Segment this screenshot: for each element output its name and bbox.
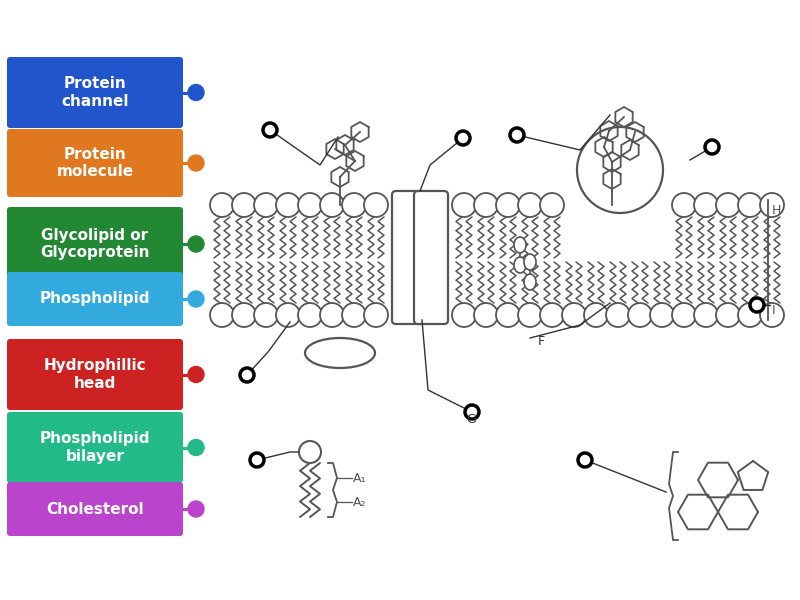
Circle shape: [188, 236, 204, 252]
FancyBboxPatch shape: [7, 129, 183, 197]
Circle shape: [320, 193, 344, 217]
Circle shape: [716, 303, 740, 327]
Circle shape: [562, 303, 586, 327]
Circle shape: [364, 193, 388, 217]
Circle shape: [342, 303, 366, 327]
Text: Phospholipid
bilayer: Phospholipid bilayer: [40, 431, 150, 464]
Circle shape: [474, 193, 498, 217]
Text: A₂: A₂: [353, 496, 366, 509]
Circle shape: [606, 303, 630, 327]
FancyBboxPatch shape: [7, 412, 183, 483]
Circle shape: [452, 303, 476, 327]
Circle shape: [188, 85, 204, 100]
Circle shape: [188, 155, 204, 171]
Circle shape: [650, 303, 674, 327]
Circle shape: [452, 193, 476, 217]
Circle shape: [672, 193, 696, 217]
Circle shape: [694, 193, 718, 217]
Circle shape: [584, 303, 608, 327]
Circle shape: [188, 439, 204, 455]
Ellipse shape: [524, 254, 536, 270]
Circle shape: [232, 193, 256, 217]
Circle shape: [456, 131, 470, 145]
Circle shape: [628, 303, 652, 327]
FancyBboxPatch shape: [7, 272, 183, 326]
Circle shape: [299, 441, 321, 463]
Circle shape: [364, 303, 388, 327]
Text: A₁: A₁: [353, 472, 366, 485]
Text: Phospholipid: Phospholipid: [40, 292, 150, 307]
Text: Cholesterol: Cholesterol: [46, 502, 144, 517]
Ellipse shape: [514, 257, 526, 273]
Text: Hydrophillic
head: Hydrophillic head: [44, 358, 146, 391]
Circle shape: [188, 367, 204, 383]
Circle shape: [240, 368, 254, 382]
FancyBboxPatch shape: [392, 191, 426, 324]
FancyBboxPatch shape: [7, 339, 183, 410]
Circle shape: [210, 193, 234, 217]
Circle shape: [496, 193, 520, 217]
Circle shape: [263, 123, 277, 137]
Circle shape: [577, 127, 663, 213]
Circle shape: [276, 303, 300, 327]
Ellipse shape: [305, 338, 375, 368]
Circle shape: [188, 501, 204, 517]
Circle shape: [716, 193, 740, 217]
Circle shape: [320, 303, 344, 327]
Circle shape: [760, 303, 784, 327]
Circle shape: [578, 453, 592, 467]
FancyBboxPatch shape: [414, 191, 448, 324]
Circle shape: [298, 303, 322, 327]
Circle shape: [518, 193, 542, 217]
Circle shape: [188, 291, 204, 307]
FancyBboxPatch shape: [7, 207, 183, 281]
Circle shape: [210, 303, 234, 327]
Ellipse shape: [514, 237, 526, 253]
Circle shape: [518, 303, 542, 327]
Text: Protein
molecule: Protein molecule: [57, 147, 134, 179]
Circle shape: [510, 128, 524, 142]
Circle shape: [276, 193, 300, 217]
Circle shape: [540, 303, 564, 327]
Text: F: F: [538, 335, 545, 348]
Circle shape: [672, 303, 696, 327]
Circle shape: [254, 303, 278, 327]
Circle shape: [738, 193, 762, 217]
Circle shape: [465, 405, 479, 419]
Text: G: G: [466, 413, 476, 426]
Circle shape: [705, 140, 719, 154]
Text: Protein
channel: Protein channel: [62, 76, 129, 109]
Text: Glycolipid or
Glycoprotein: Glycolipid or Glycoprotein: [40, 228, 150, 260]
Circle shape: [342, 193, 366, 217]
Circle shape: [760, 193, 784, 217]
Circle shape: [496, 303, 520, 327]
Circle shape: [232, 303, 256, 327]
Circle shape: [738, 303, 762, 327]
Circle shape: [694, 303, 718, 327]
Text: H: H: [772, 204, 782, 217]
Circle shape: [540, 193, 564, 217]
Ellipse shape: [524, 274, 536, 290]
Circle shape: [750, 298, 764, 312]
FancyBboxPatch shape: [7, 57, 183, 128]
Text: I: I: [772, 304, 776, 317]
Circle shape: [298, 193, 322, 217]
Circle shape: [474, 303, 498, 327]
Circle shape: [254, 193, 278, 217]
Circle shape: [250, 453, 264, 467]
FancyBboxPatch shape: [7, 482, 183, 536]
